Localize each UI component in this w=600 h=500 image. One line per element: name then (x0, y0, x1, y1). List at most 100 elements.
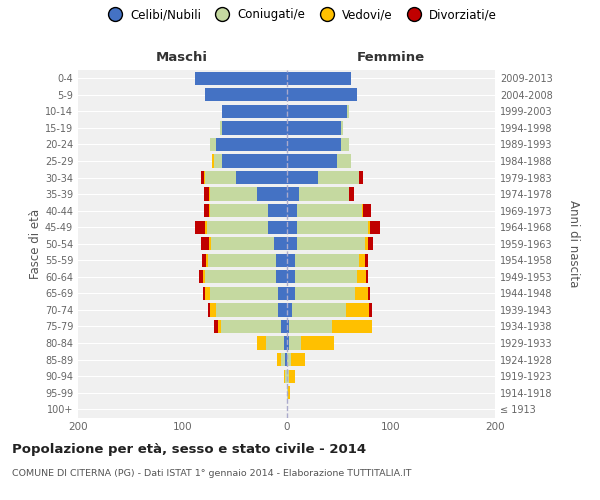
Bar (218, 320, 221, 333)
Bar (236, 171, 287, 184)
Bar (297, 220, 368, 234)
Text: Maschi: Maschi (156, 51, 208, 64)
Bar (287, 171, 318, 184)
Bar (341, 138, 349, 151)
Bar (284, 370, 286, 383)
Bar (287, 138, 341, 151)
Bar (287, 72, 351, 85)
Bar (341, 122, 343, 134)
Bar (284, 336, 287, 349)
Bar (287, 320, 289, 333)
Bar (221, 320, 281, 333)
Bar (332, 320, 372, 333)
Bar (214, 320, 218, 333)
Bar (211, 138, 215, 151)
Bar (207, 220, 268, 234)
Bar (220, 122, 222, 134)
Bar (287, 154, 337, 168)
Bar (201, 237, 209, 250)
Bar (195, 220, 205, 234)
Bar (349, 188, 354, 200)
Bar (287, 353, 290, 366)
Bar (208, 304, 211, 316)
Bar (203, 270, 205, 283)
Bar (355, 287, 368, 300)
Bar (287, 304, 292, 316)
Bar (206, 254, 208, 267)
Bar (289, 336, 301, 349)
Bar (368, 237, 373, 250)
Bar (268, 204, 287, 218)
Bar (281, 353, 286, 366)
Bar (195, 72, 287, 85)
Bar (205, 171, 236, 184)
Bar (208, 254, 276, 267)
Bar (287, 386, 290, 400)
Bar (359, 254, 365, 267)
Bar (346, 304, 369, 316)
Bar (204, 171, 205, 184)
Bar (287, 220, 297, 234)
Bar (209, 237, 211, 250)
Bar (287, 88, 358, 102)
Bar (222, 154, 287, 168)
Text: Popolazione per età, sesso e stato civile - 2014: Popolazione per età, sesso e stato civil… (12, 442, 366, 456)
Bar (365, 237, 368, 250)
Bar (362, 204, 371, 218)
Bar (366, 270, 368, 283)
Bar (205, 88, 287, 102)
Bar (201, 171, 204, 184)
Bar (278, 287, 287, 300)
Bar (370, 220, 380, 234)
Bar (368, 220, 370, 234)
Text: COMUNE DI CITERNA (PG) - Dati ISTAT 1° gennaio 2014 - Elaborazione TUTTITALIA.IT: COMUNE DI CITERNA (PG) - Dati ISTAT 1° g… (12, 469, 412, 478)
Bar (277, 353, 281, 366)
Bar (204, 204, 209, 218)
Bar (297, 237, 365, 250)
Bar (295, 270, 358, 283)
Legend: Celibi/Nubili, Coniugati/e, Vedovi/e, Divorziati/e: Celibi/Nubili, Coniugati/e, Vedovi/e, Di… (98, 4, 502, 26)
Bar (268, 220, 287, 234)
Bar (287, 104, 347, 118)
Bar (202, 254, 206, 267)
Bar (299, 188, 349, 200)
Bar (287, 336, 289, 349)
Bar (209, 204, 211, 218)
Bar (297, 204, 362, 218)
Bar (368, 287, 370, 300)
Bar (295, 287, 355, 300)
Bar (211, 304, 215, 316)
Bar (287, 270, 295, 283)
Bar (369, 304, 372, 316)
Bar (290, 353, 305, 366)
Bar (215, 304, 278, 316)
Bar (337, 154, 351, 168)
Bar (205, 220, 207, 234)
Bar (359, 171, 362, 184)
Bar (289, 370, 295, 383)
Bar (211, 287, 278, 300)
Y-axis label: Anni di nascita: Anni di nascita (566, 200, 580, 288)
Bar (301, 336, 334, 349)
Bar (212, 154, 214, 168)
Bar (276, 254, 287, 267)
Bar (286, 370, 287, 383)
Bar (318, 171, 359, 184)
Bar (287, 370, 289, 383)
Bar (266, 336, 284, 349)
Bar (292, 304, 346, 316)
Bar (286, 353, 287, 366)
Bar (287, 287, 295, 300)
Bar (287, 204, 297, 218)
Bar (347, 104, 349, 118)
Bar (211, 188, 257, 200)
Bar (211, 237, 274, 250)
Bar (287, 122, 341, 134)
Bar (205, 287, 211, 300)
Bar (287, 237, 297, 250)
Bar (215, 138, 287, 151)
Bar (209, 188, 211, 200)
Bar (199, 270, 203, 283)
Bar (211, 204, 268, 218)
Bar (257, 188, 287, 200)
